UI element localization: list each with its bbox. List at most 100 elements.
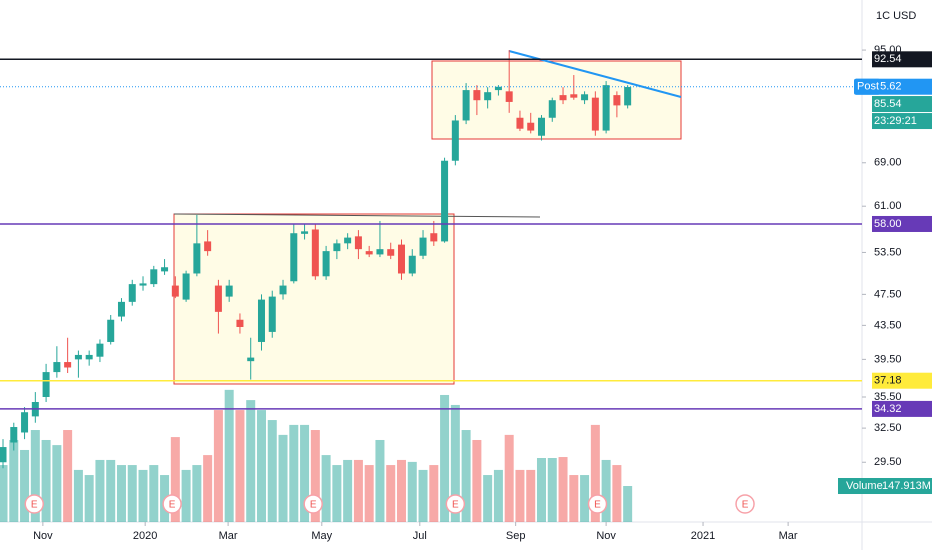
volume-bar <box>181 469 191 522</box>
price-label: 37.18 <box>874 375 902 387</box>
volume-bar <box>353 459 363 522</box>
volume-bar <box>440 394 450 522</box>
candle-body <box>214 285 222 312</box>
candle-body <box>387 249 395 256</box>
price-label-box <box>872 372 932 389</box>
candle-body <box>42 372 50 397</box>
price-label-box <box>872 78 932 95</box>
event-label: E <box>594 500 601 511</box>
x-tick-label: 2021 <box>691 530 715 542</box>
candle-body <box>516 117 524 129</box>
event-label: E <box>31 500 38 511</box>
candle-body <box>376 249 384 255</box>
x-tick-label: Nov <box>33 530 53 542</box>
volume-bar <box>246 400 256 522</box>
volume-bar <box>407 461 417 522</box>
volume-bar <box>138 469 148 522</box>
candle-body <box>225 285 233 297</box>
candle-body <box>365 251 373 255</box>
candle-body <box>322 251 330 277</box>
x-tick-label: Mar <box>779 530 798 542</box>
x-tick-label: Jul <box>413 530 427 542</box>
event-marker <box>587 494 608 514</box>
volume-bar <box>63 430 73 522</box>
candle-body <box>548 100 556 118</box>
event-label: E <box>169 500 176 511</box>
price-tag: Post <box>857 81 879 93</box>
axis-unit: 1C USD <box>876 10 916 22</box>
candle-body <box>279 285 287 295</box>
x-tick-label: Mar <box>219 530 238 542</box>
x-tick-label: Sep <box>506 530 526 542</box>
volume-bar <box>623 486 633 522</box>
event-label: E <box>452 500 459 511</box>
price-label: 92.54 <box>874 53 902 65</box>
volume-bar <box>601 459 611 522</box>
volume-bar <box>558 457 568 522</box>
y-tick-label: 35.50 <box>874 391 902 403</box>
candle-body <box>247 357 255 362</box>
candle-body <box>537 117 545 136</box>
candle-body <box>397 244 405 274</box>
candle-body <box>505 91 513 102</box>
volume-bar <box>289 424 299 522</box>
volume-title: Volume <box>846 480 883 492</box>
candle-body <box>430 233 438 242</box>
volume-bar <box>84 475 94 522</box>
candle-body <box>408 255 416 274</box>
volume-bar <box>20 449 30 522</box>
event-marker <box>445 494 466 514</box>
volume-bar <box>278 434 288 522</box>
candle-body <box>236 319 244 327</box>
volume-bar <box>375 439 385 522</box>
volume-bar <box>429 465 439 522</box>
candle-body <box>311 229 319 277</box>
volume-bar <box>310 430 320 522</box>
volume-bar <box>192 465 202 522</box>
x-tick-label: Nov <box>596 530 616 542</box>
volume-bar <box>386 465 396 522</box>
candle-body <box>171 285 179 297</box>
volume-label-box <box>838 478 932 495</box>
event-marker <box>24 494 44 514</box>
volume-bar <box>30 430 40 522</box>
y-tick-label: 47.50 <box>874 288 902 300</box>
volume-bar <box>235 410 245 522</box>
volume-bar <box>332 465 342 522</box>
candle-body <box>21 412 29 433</box>
candle-body <box>527 122 535 131</box>
candle-body <box>419 237 427 256</box>
volume-bar <box>116 465 126 522</box>
y-tick-label: 43.50 <box>874 319 902 331</box>
volume-bar <box>536 458 546 522</box>
volume-bar <box>493 469 503 522</box>
event-label: E <box>742 500 749 511</box>
volume-bar <box>41 439 51 522</box>
candle-body <box>193 243 201 274</box>
volume-bar <box>472 439 482 522</box>
candle-body <box>473 90 481 101</box>
x-tick-label: May <box>311 530 332 542</box>
volume-bar <box>569 475 579 522</box>
candle-body <box>96 343 104 357</box>
y-tick-label: 61.00 <box>874 200 902 212</box>
volume-bar <box>73 469 83 522</box>
volume-bar <box>504 434 514 522</box>
volume-last-label: 147.913M <box>882 480 931 492</box>
price-label-box <box>872 215 932 232</box>
volume-bar <box>590 424 600 522</box>
volume-bar <box>364 465 374 522</box>
volume-bar <box>321 455 331 522</box>
y-tick-label: 53.50 <box>874 246 902 258</box>
candle-body <box>128 284 136 302</box>
volume-bar <box>450 404 460 522</box>
y-tick-label: 39.50 <box>874 353 902 365</box>
volume-bar <box>95 459 105 522</box>
volume-bar <box>515 469 525 522</box>
volume-bar <box>580 475 590 522</box>
candle-body <box>624 87 632 106</box>
candle-body <box>204 241 212 252</box>
candle-body <box>559 95 567 101</box>
event-marker <box>303 494 323 514</box>
volume-bar <box>343 459 353 522</box>
